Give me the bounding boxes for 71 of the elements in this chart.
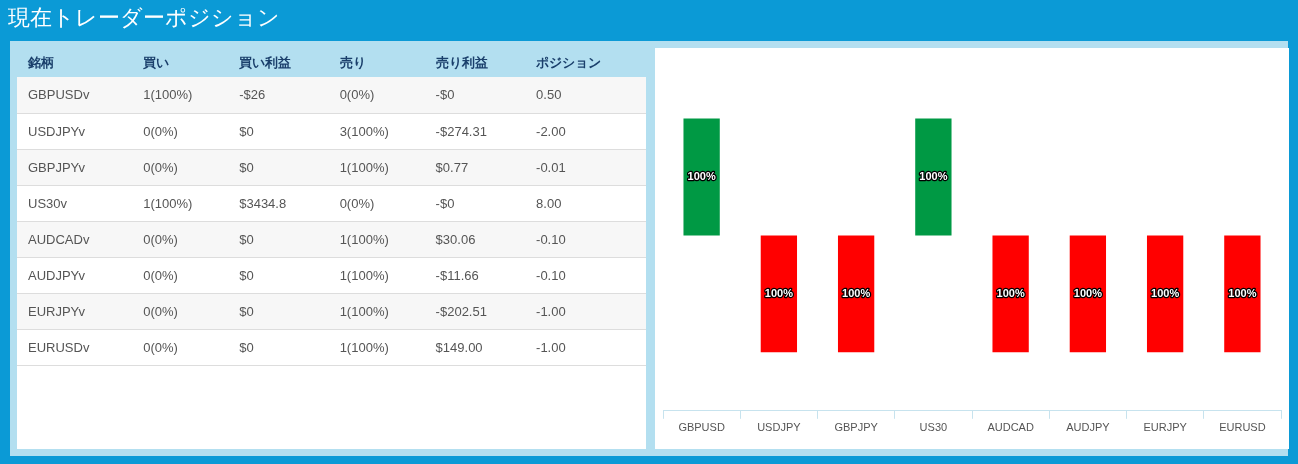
text: 0(0%) — [143, 123, 178, 139]
category-label: 売り利益 — [434, 53, 489, 72]
text: -1.00 — [536, 303, 566, 319]
text: 0(0%) — [143, 303, 178, 319]
text: -1.00 — [536, 339, 566, 355]
annotation: 100% — [687, 169, 716, 182]
text: $0 — [239, 303, 254, 319]
text: 1(100%) — [339, 231, 389, 247]
text: 1(100%) — [143, 87, 193, 103]
text: 1(100%) — [339, 159, 389, 175]
text: 0(0%) — [143, 231, 178, 247]
text: $0 — [239, 159, 254, 175]
x-tick-label: GBPUSD — [678, 421, 725, 434]
text: $0 — [239, 339, 254, 355]
text: 0(0%) — [143, 339, 178, 355]
text: $0 — [239, 267, 254, 283]
category-label: GBPUSDv — [28, 87, 90, 103]
x-tick-label: EURUSD — [1219, 421, 1266, 434]
category-label: 銘柄 — [27, 53, 55, 72]
category-label: USDJPYv — [28, 123, 86, 139]
category-label: 買い — [142, 53, 171, 72]
text: 1(100%) — [339, 303, 389, 319]
text: 現在トレーダーポジション — [8, 4, 280, 32]
category-label: US30v — [28, 195, 68, 211]
annotation: 100% — [996, 286, 1025, 299]
x-tick-label: USDJPY — [757, 421, 802, 434]
annotation: 100% — [764, 286, 794, 299]
text: -$202.51 — [435, 303, 487, 319]
category-label: AUDJPYv — [28, 267, 86, 283]
annotation: 100% — [1151, 286, 1180, 299]
x-tick-label: AUDJPY — [1066, 421, 1111, 434]
annotation: 100% — [1073, 286, 1103, 299]
text: $0 — [239, 231, 254, 247]
annotation: 100% — [919, 169, 948, 182]
x-tick-label: US30 — [919, 421, 948, 434]
text: $0.77 — [435, 159, 469, 175]
x-tick-label: EURJPY — [1143, 421, 1188, 434]
category-label: 買い利益 — [238, 53, 293, 72]
text: 0(0%) — [339, 87, 375, 103]
x-tick-label: GBPJPY — [834, 421, 879, 434]
text: 1(100%) — [339, 267, 389, 283]
text: 0(0%) — [143, 159, 178, 175]
text: 0.50 — [536, 87, 562, 103]
text: -$11.66 — [435, 267, 479, 283]
text: $0 — [239, 123, 254, 139]
text: 8.00 — [536, 195, 562, 211]
category-label: 売り — [338, 53, 367, 72]
text: -$0 — [435, 87, 455, 103]
text: -$274.31 — [435, 123, 487, 139]
text: 0(0%) — [339, 195, 375, 211]
text: $3434.8 — [239, 195, 287, 211]
annotation: 100% — [1228, 286, 1257, 299]
text: 1(100%) — [339, 339, 389, 355]
text: 3(100%) — [339, 123, 389, 139]
x-tick-label: AUDCAD — [987, 421, 1034, 434]
category-label: EURJPYv — [28, 303, 86, 319]
category-label: AUDCADv — [28, 231, 90, 247]
text: -0.01 — [536, 159, 566, 175]
annotation: 100% — [842, 286, 871, 299]
text: -0.10 — [536, 267, 566, 283]
text: -$26 — [239, 87, 266, 103]
text: 1(100%) — [143, 195, 193, 211]
category-label: EURUSDv — [28, 339, 90, 355]
text: $30.06 — [435, 231, 476, 247]
text: -2.00 — [536, 123, 566, 139]
category-label: GBPJPYv — [28, 159, 86, 175]
category-label: ポジション — [535, 53, 603, 72]
text: -0.10 — [536, 231, 566, 247]
text: $149.00 — [435, 339, 483, 355]
text: 0(0%) — [143, 267, 178, 283]
text: -$0 — [435, 195, 455, 211]
